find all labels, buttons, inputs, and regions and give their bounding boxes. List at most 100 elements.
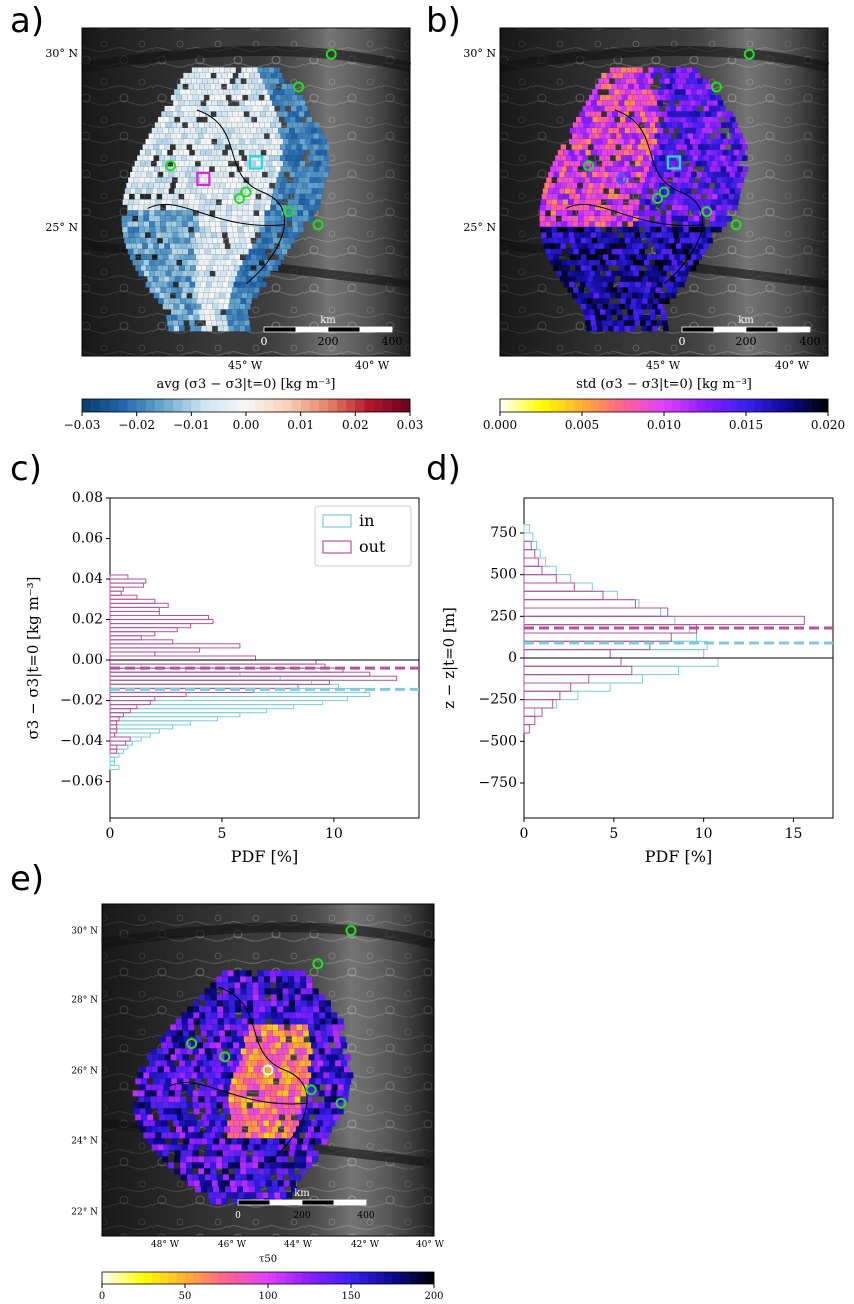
grid-cell — [232, 1192, 239, 1199]
grid-cell — [325, 1126, 333, 1133]
grid-cell — [180, 1150, 187, 1157]
grid-cell — [682, 270, 689, 277]
grid-cell — [288, 1090, 295, 1097]
grid-cell — [223, 1144, 230, 1151]
grid-cell — [673, 193, 680, 200]
colorbar-segment — [284, 1272, 294, 1284]
grid-cell — [265, 1126, 273, 1133]
grid-cell — [253, 1012, 260, 1019]
grid-cell — [137, 215, 144, 222]
grid-cell — [296, 133, 303, 140]
grid-cell — [578, 226, 585, 233]
grid-cell — [248, 287, 255, 294]
grid-cell — [314, 1024, 321, 1031]
grid-cell — [257, 67, 264, 74]
grid-cell — [149, 1120, 156, 1127]
grid-cell — [178, 281, 185, 288]
grid-cell — [283, 1012, 290, 1019]
grid-cell — [679, 254, 686, 261]
latitude-tick-label: 30° N — [71, 927, 98, 937]
grid-cell — [247, 215, 254, 222]
grid-cell — [192, 133, 199, 140]
grid-cell — [303, 199, 310, 206]
scalebar-segment — [301, 1199, 335, 1206]
grid-cell — [172, 232, 179, 239]
grid-cell — [273, 78, 280, 85]
grid-cell — [237, 1078, 244, 1085]
grid-cell — [282, 160, 289, 167]
grid-cell — [707, 116, 714, 123]
grid-cell — [177, 111, 184, 118]
grid-cell — [608, 89, 615, 96]
grid-cell — [316, 171, 323, 178]
grid-cell — [282, 994, 289, 1001]
grid-cell — [255, 149, 261, 156]
grid-cell — [219, 67, 225, 74]
grid-cell — [585, 149, 591, 156]
grid-cell — [187, 1084, 194, 1091]
grid-cell — [306, 988, 313, 995]
grid-cell — [646, 254, 653, 261]
grid-cell — [181, 182, 187, 189]
grid-cell — [688, 226, 695, 233]
grid-cell — [663, 325, 669, 332]
grid-cell — [297, 1138, 304, 1145]
grid-cell — [345, 1078, 352, 1085]
grid-cell — [630, 298, 637, 305]
grid-cell — [203, 259, 210, 266]
grid-cell — [586, 127, 592, 134]
grid-cell — [596, 193, 603, 200]
grid-cell — [306, 1150, 313, 1157]
grid-cell — [279, 105, 286, 112]
grid-cell — [722, 193, 729, 200]
grid-cell — [165, 210, 172, 217]
y-tick-label: −500 — [479, 733, 517, 749]
grid-cell — [220, 270, 227, 277]
grid-cell — [714, 182, 721, 189]
grid-cell — [187, 1012, 194, 1019]
grid-cell — [730, 144, 737, 151]
grid-cell — [135, 188, 142, 195]
grid-cell — [626, 182, 633, 189]
grid-cell — [699, 177, 706, 184]
grid-cell — [198, 1048, 205, 1055]
grid-cell — [186, 1090, 193, 1097]
grid-cell — [183, 1078, 190, 1085]
grid-cell — [336, 1090, 343, 1097]
grid-cell — [162, 1090, 169, 1097]
grid-cell — [331, 1012, 338, 1019]
grid-cell — [245, 1072, 252, 1079]
grid-cell — [325, 1018, 332, 1025]
grid-cell — [650, 314, 656, 321]
grid-cell — [201, 89, 208, 96]
grid-cell — [253, 1126, 261, 1133]
grid-cell — [672, 248, 678, 255]
grid-cell — [211, 100, 218, 107]
grid-cell — [667, 281, 674, 288]
grid-cell — [202, 276, 209, 283]
grid-cell — [641, 116, 648, 123]
grid-cell — [208, 133, 215, 140]
grid-cell — [280, 215, 287, 222]
x-tick-label: 0 — [106, 826, 115, 842]
grid-cell — [221, 1162, 229, 1169]
grid-cell — [288, 1006, 296, 1013]
grid-cell — [580, 254, 587, 261]
grid-cell — [163, 116, 170, 123]
grid-cell — [696, 171, 703, 178]
grid-cell — [686, 105, 693, 112]
grid-cell — [642, 276, 649, 283]
grid-cell — [239, 1072, 246, 1079]
grid-cell — [644, 270, 651, 277]
grid-cell — [201, 303, 207, 310]
grid-cell — [168, 171, 175, 178]
longitude-tick-label: 40° W — [775, 359, 810, 372]
colorbar-segment — [811, 399, 821, 412]
grid-cell — [616, 166, 622, 173]
grid-cell — [640, 149, 646, 156]
grid-cell — [268, 243, 275, 250]
grid-cell — [280, 1060, 288, 1067]
scalebar-tick-label: 0 — [235, 1211, 241, 1221]
grid-cell — [663, 265, 669, 272]
bathymetry-contour — [168, 1082, 308, 1105]
